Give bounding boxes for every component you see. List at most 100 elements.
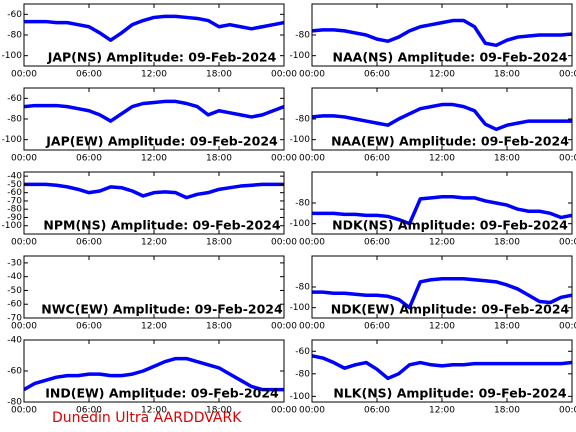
x-tick-label: 12:00 xyxy=(429,238,455,248)
x-tick-label: 00:00 xyxy=(11,154,37,164)
x-tick-label: 18:00 xyxy=(494,70,520,80)
x-tick-label: 06:00 xyxy=(364,406,390,416)
y-tick-label: -40 xyxy=(7,172,22,182)
data-line xyxy=(312,354,572,381)
y-tick-label: -60 xyxy=(7,188,22,198)
y-tick-label: -60 xyxy=(7,94,22,104)
data-line xyxy=(312,102,572,132)
panel: -80 -100 00:00 06:00 12:00 18:00 00:00 NDK(NS) … xyxy=(290,171,576,248)
y-tick-label: -70 xyxy=(7,196,22,206)
y-tick-label: -80 xyxy=(7,115,22,125)
x-tick-label: 06:00 xyxy=(364,322,390,332)
plot-area xyxy=(312,195,572,226)
x-tick-label: 00:00 xyxy=(299,238,325,248)
y-tick-label: -60 xyxy=(295,347,310,357)
x-tick-label: 06:00 xyxy=(76,322,102,332)
x-tick-label: 00:00 xyxy=(271,238,297,248)
x-tick-label: 06:00 xyxy=(76,154,102,164)
panel-title: NLK(NS) Amplitude: 09-Feb-2024 xyxy=(333,386,567,401)
panel: -60 -80 -100 00:00 06:00 12:00 18:00 00:00 JAP(N… xyxy=(2,3,297,80)
x-tick-label: 00:00 xyxy=(299,322,325,332)
y-tick-label: -100 xyxy=(2,51,23,61)
x-tick-label: 18:00 xyxy=(206,406,232,416)
y-tick-label: -100 xyxy=(290,135,311,145)
x-tick-label: 00:00 xyxy=(11,322,37,332)
y-tick-label: -100 xyxy=(290,51,311,61)
x-tick-label: 06:00 xyxy=(364,154,390,164)
y-tick-label: -80 xyxy=(295,369,310,379)
plot-area xyxy=(24,14,284,42)
data-line xyxy=(24,356,284,392)
x-tick-label: 00:00 xyxy=(271,70,297,80)
panel-title: NAA(EW) Amplitude: 09-Feb-2024 xyxy=(331,134,569,149)
y-tick-label: -100 xyxy=(290,219,311,229)
x-tick-label: 06:00 xyxy=(76,406,102,416)
panel: -60 -80 -100 00:00 06:00 12:00 18:00 00:00 JAP(E… xyxy=(2,87,297,164)
x-tick-label: 00:00 xyxy=(271,154,297,164)
x-tick-label: 18:00 xyxy=(494,154,520,164)
x-tick-label: 12:00 xyxy=(141,322,167,332)
x-tick-label: 18:00 xyxy=(206,238,232,248)
y-tick-label: -70 xyxy=(7,314,22,324)
panel-title: NWC(EW) Amplitude: 09-Feb-2024 xyxy=(41,302,283,317)
plot-area xyxy=(312,18,572,48)
y-tick-label: -50 xyxy=(7,180,22,190)
x-tick-label: 00:00 xyxy=(299,154,325,164)
panel-title: NAA(NS) Amplitude: 09-Feb-2024 xyxy=(333,50,568,65)
y-tick-label: -60 xyxy=(7,300,22,310)
x-tick-label: 06:00 xyxy=(76,238,102,248)
x-tick-label: 06:00 xyxy=(364,70,390,80)
x-tick-label: 00:00 xyxy=(299,70,325,80)
x-tick-label: 00:00 xyxy=(559,322,576,332)
panel-title: IND(EW) Amplitude: 09-Feb-2024 xyxy=(45,386,279,401)
y-tick-label: -30 xyxy=(7,258,22,268)
x-tick-label: 06:00 xyxy=(364,238,390,248)
y-tick-label: -40 xyxy=(7,272,22,282)
footer: Dunedin Ultra AARDDVARK xyxy=(52,410,242,426)
x-tick-label: 12:00 xyxy=(429,322,455,332)
x-tick-label: 00:00 xyxy=(559,406,576,416)
x-tick-label: 12:00 xyxy=(141,70,167,80)
plot-area xyxy=(312,276,572,310)
data-line xyxy=(312,276,572,310)
x-tick-label: 12:00 xyxy=(141,406,167,416)
x-tick-label: 18:00 xyxy=(494,322,520,332)
data-line xyxy=(24,14,284,42)
plot-area xyxy=(312,102,572,132)
x-tick-label: 12:00 xyxy=(141,238,167,248)
x-tick-label: 06:00 xyxy=(76,70,102,80)
y-tick-label: -100 xyxy=(290,303,311,313)
x-tick-label: 00:00 xyxy=(11,406,37,416)
x-tick-label: 12:00 xyxy=(429,70,455,80)
x-tick-label: 18:00 xyxy=(494,406,520,416)
panel: -80 -100 00:00 06:00 12:00 18:00 00:00 NAA(EW) … xyxy=(290,87,576,164)
panel-title: NDK(NS) Amplitude: 09-Feb-2024 xyxy=(332,218,568,233)
x-tick-label: 18:00 xyxy=(206,322,232,332)
y-tick-label: -100 xyxy=(2,221,23,231)
panel: -80 -100 00:00 06:00 12:00 18:00 00:00 NAA(NS) … xyxy=(290,3,576,80)
data-line xyxy=(312,18,572,48)
x-tick-label: 12:00 xyxy=(429,154,455,164)
x-tick-label: 00:00 xyxy=(271,406,297,416)
plot-area xyxy=(24,356,284,392)
y-tick-label: -80 xyxy=(295,283,310,293)
plot-area xyxy=(24,182,284,200)
x-tick-label: 18:00 xyxy=(206,70,232,80)
y-tick-label: -100 xyxy=(290,392,311,402)
plot-area xyxy=(24,99,284,123)
y-tick-label: -90 xyxy=(7,213,22,223)
panel: -80 -100 00:00 06:00 12:00 18:00 00:00 NDK(EW) … xyxy=(290,255,576,332)
y-tick-label: -80 xyxy=(295,31,310,41)
x-tick-label: 00:00 xyxy=(559,154,576,164)
x-tick-label: 18:00 xyxy=(494,238,520,248)
x-tick-label: 00:00 xyxy=(11,70,37,80)
y-tick-label: -80 xyxy=(295,115,310,125)
panel-title: JAP(EW) Amplitude: 09-Feb-2024 xyxy=(45,134,278,149)
y-tick-label: -80 xyxy=(295,199,310,209)
panel-title: NDK(EW) Amplitude: 09-Feb-2024 xyxy=(331,302,570,317)
panel: -60 -80 -100 00:00 06:00 12:00 18:00 00:00 NLK(N… xyxy=(290,339,576,416)
